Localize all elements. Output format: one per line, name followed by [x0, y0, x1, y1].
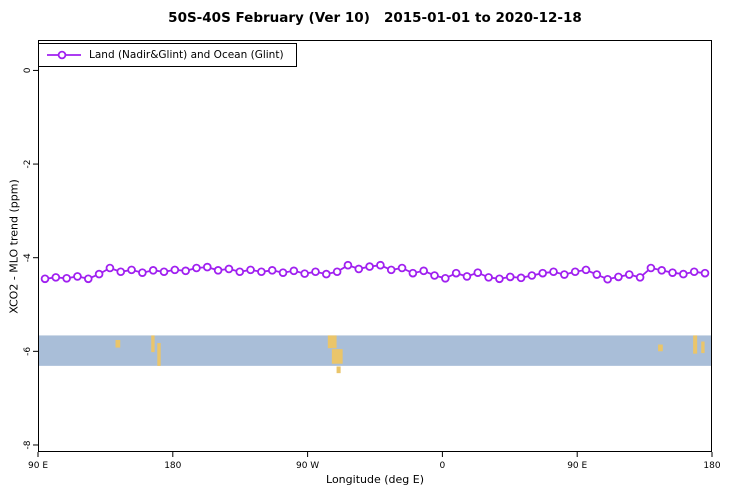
data-point-marker: [614, 272, 623, 282]
data-point-marker: [495, 274, 504, 284]
data-point-marker: [257, 267, 266, 277]
legend-label: Land (Nadir&Glint) and Ocean (Glint): [89, 49, 284, 61]
data-point-marker: [62, 274, 71, 283]
x-tick-label: 90 E: [567, 461, 587, 471]
data-point-marker: [505, 272, 515, 282]
data-point-marker: [300, 269, 309, 278]
x-tick-label: 180: [703, 461, 720, 471]
data-point-marker: [679, 269, 688, 279]
map-band-land-patch: [331, 349, 343, 364]
data-point-marker: [192, 263, 201, 273]
data-point-marker: [322, 269, 331, 279]
x-tick-label: 0: [440, 461, 446, 471]
data-point-marker: [213, 266, 223, 275]
plot-border: [38, 40, 712, 452]
data-point-marker: [40, 274, 50, 284]
data-point-marker: [527, 271, 537, 280]
map-band-land-patch: [157, 343, 161, 366]
data-point-marker: [267, 266, 277, 275]
data-point-marker: [581, 265, 591, 275]
legend-line-marker-icon: [47, 50, 81, 60]
chart-title: 50S-40S February (Ver 10) 2015-01-01 to …: [168, 10, 582, 26]
y-tick-label: -6: [23, 347, 33, 356]
y-tick-label: 0: [23, 67, 33, 73]
data-point-marker: [354, 264, 364, 274]
data-point-marker: [473, 268, 483, 277]
map-band-ocean: [38, 335, 712, 366]
data-point-marker: [689, 267, 699, 277]
data-point-marker: [343, 260, 353, 270]
data-point-marker: [484, 273, 493, 282]
data-point-marker: [635, 273, 645, 282]
data-point-marker: [202, 262, 212, 272]
data-point-marker: [332, 267, 342, 277]
data-point-marker: [181, 266, 190, 276]
x-axis-label: Longitude (deg E): [326, 473, 424, 486]
data-point-marker: [83, 274, 93, 284]
data-point-marker: [462, 272, 472, 281]
data-point-marker: [538, 268, 548, 278]
data-point-marker: [224, 264, 234, 274]
data-point-marker: [668, 268, 677, 277]
map-band-land-patch: [151, 335, 155, 353]
y-tick-label: -2: [23, 160, 33, 169]
data-point-marker: [646, 263, 656, 273]
data-point-marker: [73, 272, 82, 281]
plot-area: Land (Nadir&Glint) and Ocean (Glint) 90 …: [23, 40, 721, 471]
data-point-marker: [278, 268, 288, 277]
data-point-marker: [235, 267, 245, 277]
data-point-marker: [516, 273, 526, 283]
data-point-marker: [311, 267, 320, 277]
data-point-marker: [138, 268, 147, 277]
data-point-marker: [570, 267, 580, 277]
data-point-marker: [289, 266, 299, 276]
map-band-land-patch: [693, 335, 698, 354]
map-band-land-patch: [327, 335, 337, 349]
data-point-marker: [159, 267, 169, 277]
map-band-land-patch: [336, 366, 341, 374]
data-point-marker: [408, 268, 418, 278]
x-tick-label: 90 W: [296, 461, 319, 471]
data-point-marker: [451, 268, 461, 278]
data-point-marker: [51, 273, 61, 282]
map-band-land-patch: [701, 341, 705, 354]
data-point-marker: [246, 265, 255, 275]
legend: Land (Nadir&Glint) and Ocean (Glint): [38, 43, 297, 67]
data-point-marker: [94, 269, 104, 279]
y-axis-label: XCO2 - MLO trend (ppm): [7, 179, 21, 314]
data-point-marker: [116, 267, 126, 277]
data-point-marker: [105, 263, 115, 273]
x-tick-label: 180: [164, 461, 181, 471]
data-point-marker: [441, 274, 450, 283]
data-point-marker: [127, 265, 136, 275]
data-point-marker: [430, 271, 439, 280]
data-point-marker: [603, 274, 612, 284]
data-point-marker: [170, 265, 180, 275]
x-tick-label: 90 E: [28, 461, 48, 471]
plot-canvas: 90 E 180 90 W 0 90 E 180 0 -2 -4 -6 -8: [23, 40, 721, 471]
map-band-land-patch: [115, 339, 121, 348]
data-point-marker: [376, 260, 385, 270]
data-point-marker: [397, 263, 407, 273]
data-point-marker: [560, 270, 569, 279]
data-point-marker: [700, 268, 710, 278]
data-point-marker: [365, 262, 374, 271]
map-band-land-patch: [658, 344, 663, 352]
data-point-marker: [419, 266, 428, 276]
y-tick-label: -8: [23, 440, 33, 449]
data-point-marker: [657, 266, 667, 275]
data-point-marker: [624, 270, 634, 279]
data-point-marker: [592, 270, 602, 279]
data-point-marker: [386, 265, 396, 275]
data-point-marker: [148, 266, 158, 275]
data-point-marker: [549, 267, 558, 277]
y-tick-label: -4: [23, 253, 33, 262]
